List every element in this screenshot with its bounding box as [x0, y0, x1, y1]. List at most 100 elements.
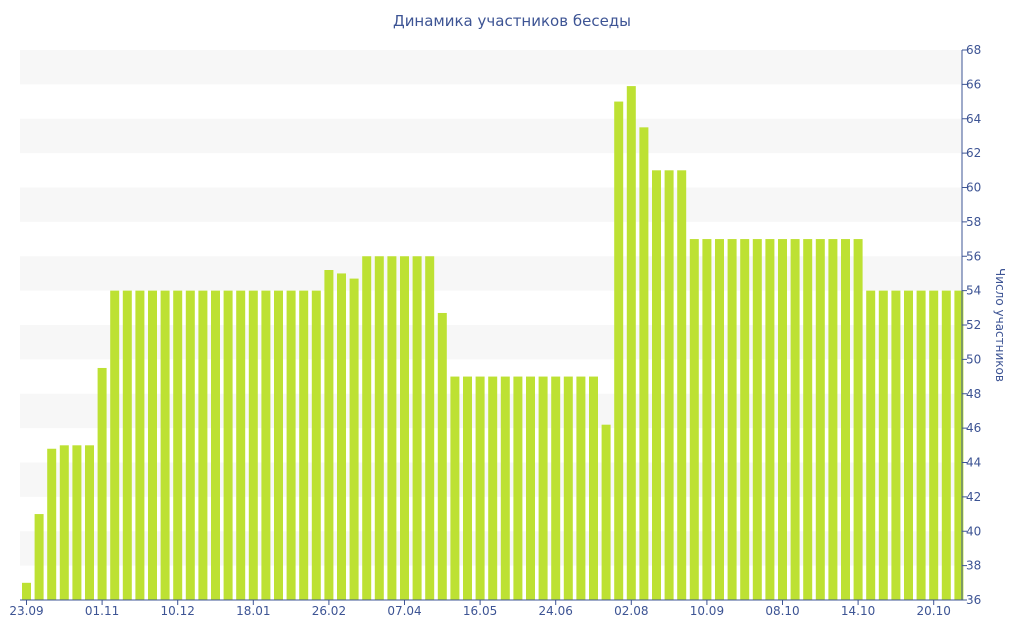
- y-tick-label: 50: [966, 352, 981, 366]
- y-tick-label: 68: [966, 43, 981, 57]
- bar: [387, 256, 397, 600]
- bar: [513, 376, 523, 600]
- bar: [97, 367, 107, 600]
- x-tick-label: 26.02: [312, 604, 346, 618]
- y-tick-label: 52: [966, 318, 981, 332]
- y-tick-label: 66: [966, 77, 981, 91]
- bar: [815, 239, 825, 600]
- bar: [72, 445, 82, 600]
- y-tick-label: 58: [966, 215, 981, 229]
- bar: [475, 376, 485, 600]
- bar: [22, 582, 31, 600]
- x-tick-label: 14.10: [841, 604, 875, 618]
- bar: [551, 376, 561, 600]
- bar: [400, 256, 409, 600]
- grid-band: [20, 50, 962, 85]
- bar: [173, 290, 183, 600]
- bar: [878, 290, 888, 600]
- bar: [589, 376, 598, 600]
- y-tick-label: 40: [966, 524, 981, 538]
- bar: [941, 290, 951, 600]
- y-tick-label: 48: [966, 387, 981, 401]
- x-tick-label: 07.04: [387, 604, 421, 618]
- bar: [891, 290, 901, 600]
- bar: [425, 256, 435, 600]
- bar: [324, 270, 334, 600]
- x-tick-label: 18.01: [236, 604, 270, 618]
- x-tick-label: 23.09: [9, 604, 43, 618]
- bar: [450, 376, 460, 600]
- bar: [626, 86, 636, 600]
- bar: [85, 445, 94, 600]
- bar: [488, 376, 498, 600]
- x-tick-label: 08.10: [765, 604, 799, 618]
- bar: [916, 290, 926, 600]
- bar: [223, 290, 233, 600]
- bar: [752, 239, 762, 600]
- bar: [337, 273, 346, 600]
- bar: [778, 239, 787, 600]
- bar: [614, 101, 624, 600]
- bar: [160, 290, 170, 600]
- bar: [790, 239, 800, 600]
- bar: [198, 290, 208, 600]
- bar: [715, 239, 724, 600]
- bar: [437, 312, 447, 600]
- bar: [639, 127, 649, 600]
- bar: [110, 290, 120, 600]
- bar: [803, 239, 813, 600]
- y-tick-label: 54: [966, 284, 981, 298]
- bar: [904, 290, 913, 600]
- y-tick-label: 46: [966, 421, 981, 435]
- chart-title: Динамика участников беседы: [392, 12, 632, 30]
- bar: [677, 170, 687, 600]
- x-tick-label: 10.12: [161, 604, 195, 618]
- y-tick-label: 42: [966, 490, 981, 504]
- bar: [689, 239, 699, 600]
- bar: [135, 290, 145, 600]
- bar: [652, 170, 661, 600]
- bar: [765, 239, 775, 600]
- bar: [122, 290, 132, 600]
- bar: [236, 290, 246, 600]
- y-tick-label: 64: [966, 112, 981, 126]
- bar: [274, 290, 283, 600]
- bar: [34, 514, 44, 600]
- bar: [412, 256, 422, 600]
- bar: [664, 170, 674, 600]
- y-tick-label: 60: [966, 181, 981, 195]
- bar: [576, 376, 586, 600]
- x-tick-label: 20.10: [917, 604, 951, 618]
- bar: [185, 290, 195, 600]
- bar: [211, 290, 220, 600]
- y-tick-label: 56: [966, 249, 981, 263]
- bar: [563, 376, 573, 600]
- bar: [538, 376, 548, 600]
- bar: [727, 239, 737, 600]
- y-tick-label: 38: [966, 559, 981, 573]
- bar: [702, 239, 712, 600]
- grid-band: [20, 187, 962, 222]
- x-tick-label: 10.09: [690, 604, 724, 618]
- bar: [47, 448, 57, 600]
- bar: [828, 239, 838, 600]
- bar: [463, 376, 472, 600]
- bar: [841, 239, 850, 600]
- bar: [853, 239, 863, 600]
- x-tick-label: 24.06: [539, 604, 573, 618]
- bar: [148, 290, 157, 600]
- bar: [929, 290, 939, 600]
- bar: [299, 290, 309, 600]
- bar: [374, 256, 384, 600]
- y-tick-label: 62: [966, 146, 981, 160]
- y-tick-label: 44: [966, 456, 981, 470]
- grid-band: [20, 118, 962, 154]
- bar: [311, 290, 321, 600]
- bar: [362, 256, 372, 600]
- bar: [866, 290, 876, 600]
- bar: [349, 278, 359, 600]
- bar: [248, 290, 258, 600]
- x-tick-label: 01.11: [85, 604, 119, 618]
- bar: [59, 445, 69, 600]
